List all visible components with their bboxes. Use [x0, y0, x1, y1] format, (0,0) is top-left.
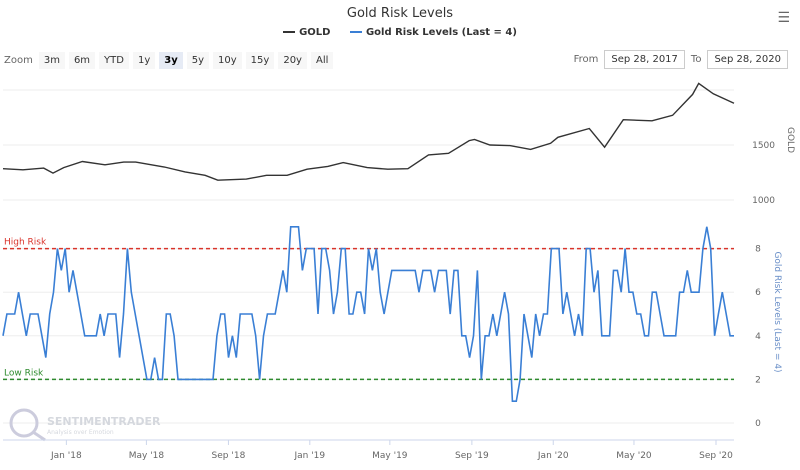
x-tick-label: Jan '18	[50, 451, 82, 461]
legend: GOLD Gold Risk Levels (Last = 4)	[0, 27, 800, 38]
x-tick-label: Sep '18	[212, 451, 246, 461]
gold-tick-label: 1000	[752, 196, 775, 206]
date-range: From Sep 28, 2017 To Sep 28, 2020	[574, 50, 794, 69]
zoom-button-3m[interactable]: 3m	[38, 52, 65, 69]
x-tick-label: May '18	[129, 451, 165, 461]
gold-tick-label: 1500	[752, 141, 775, 151]
zoom-button-ytd[interactable]: YTD	[99, 52, 129, 69]
risk-axis-label: Gold Risk Levels (Last = 4)	[772, 251, 782, 372]
x-tick-label: Jan '19	[293, 451, 325, 461]
legend-label: GOLD	[299, 27, 331, 38]
legend-label: Gold Risk Levels (Last = 4)	[365, 27, 517, 38]
watermark-brand: SENTIMENTRADER	[47, 415, 161, 428]
x-tick-label: Sep '19	[455, 451, 489, 461]
to-label: To	[690, 54, 702, 65]
risk-tick-label: 8	[755, 245, 761, 255]
zoom-selector: Zoom 3m 6m YTD 1y 3y 5y 10y 15y 20y All	[4, 52, 337, 69]
zoom-button-20y[interactable]: 20y	[278, 52, 307, 69]
from-date-input[interactable]: Sep 28, 2017	[604, 50, 685, 69]
x-tick-label: Jan '20	[537, 451, 569, 461]
gold-series-line	[2, 82, 735, 181]
x-tick-label: May '20	[616, 451, 652, 461]
chart-title: Gold Risk Levels	[346, 6, 454, 21]
threshold-label: Low Risk	[4, 368, 44, 378]
to-date-input[interactable]: Sep 28, 2020	[707, 50, 788, 69]
zoom-button-1y[interactable]: 1y	[132, 52, 156, 69]
zoom-button-6m[interactable]: 6m	[68, 52, 96, 69]
legend-item-gold[interactable]: GOLD	[283, 27, 330, 38]
watermark-logo-icon	[32, 430, 46, 442]
from-label: From	[573, 54, 599, 65]
risk-tick-label: 4	[755, 332, 761, 342]
risk-tick-label: 0	[755, 419, 761, 429]
zoom-label: Zoom	[4, 55, 33, 66]
threshold-label: High Risk	[4, 238, 47, 248]
zoom-button-10y[interactable]: 10y	[213, 52, 242, 69]
watermark-tagline: Analysis over Emotion	[47, 429, 114, 436]
gold-axis-label: GOLD	[785, 127, 795, 153]
zoom-button-3y[interactable]: 3y	[159, 52, 183, 69]
risk-tick-label: 6	[755, 288, 761, 298]
risk-series-line	[2, 226, 734, 403]
legend-item-risk[interactable]: Gold Risk Levels (Last = 4)	[349, 27, 517, 38]
x-tick-label: Sep '20	[699, 451, 733, 461]
zoom-button-5y[interactable]: 5y	[186, 52, 210, 69]
zoom-button-15y[interactable]: 15y	[245, 52, 275, 69]
zoom-button-all[interactable]: All	[310, 52, 334, 69]
risk-tick-label: 2	[755, 375, 761, 385]
hamburger-menu-icon[interactable]: ☰	[777, 10, 790, 26]
watermark-logo-icon	[9, 408, 39, 438]
x-tick-label: May '19	[372, 451, 408, 461]
